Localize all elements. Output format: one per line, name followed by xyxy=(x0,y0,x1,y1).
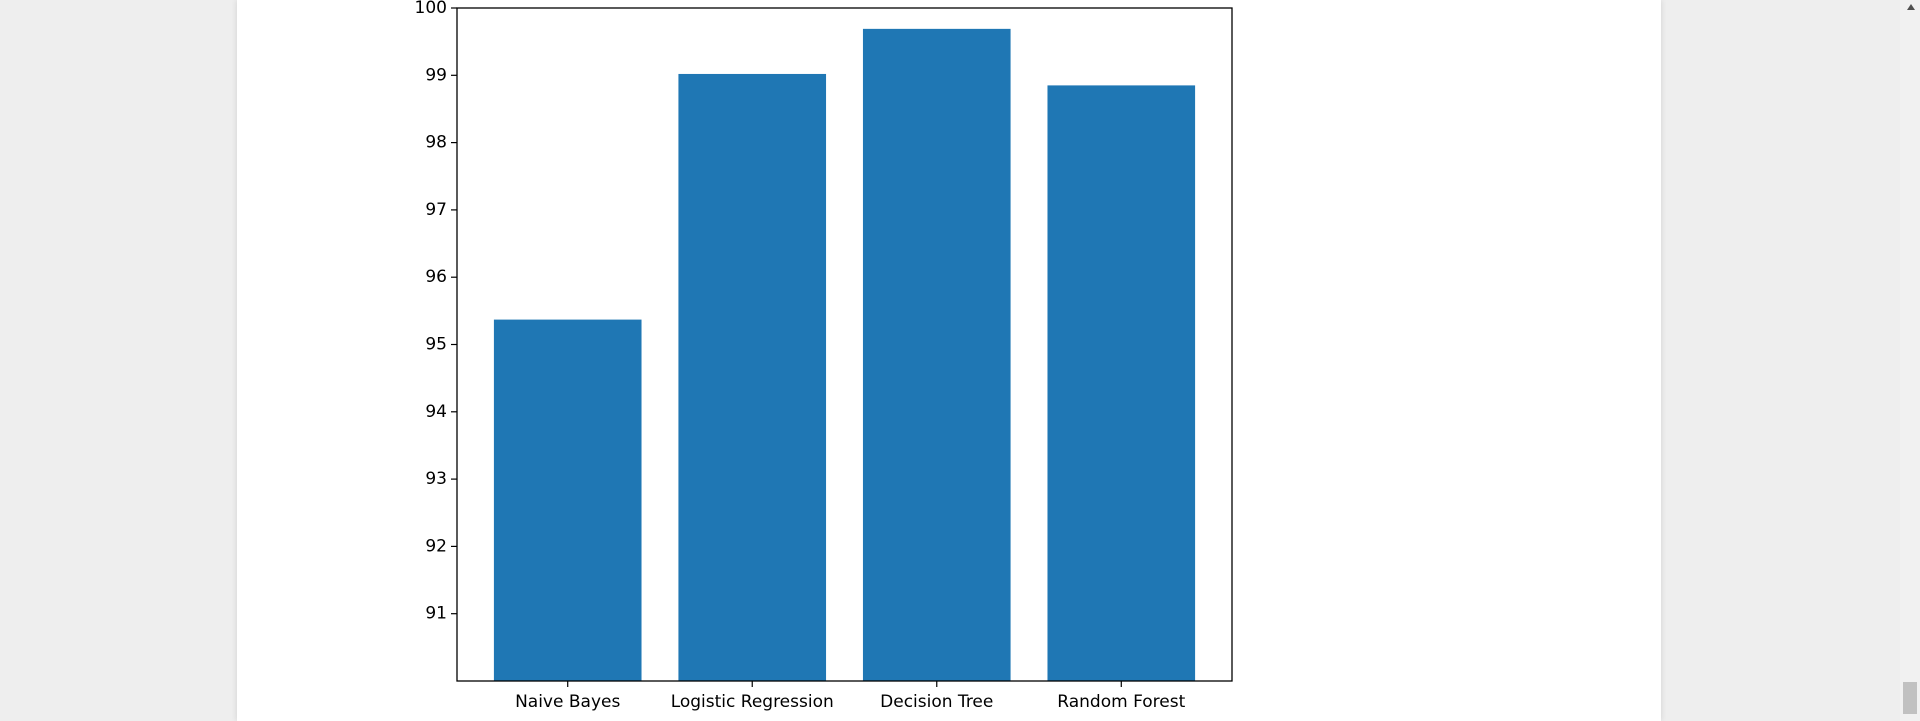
y-tick-label: 91 xyxy=(425,604,447,624)
bar-logistic-regression xyxy=(678,73,827,682)
y-tick-label: 98 xyxy=(425,133,447,153)
x-tick-label: Decision Tree xyxy=(880,692,993,712)
y-tick-label: 96 xyxy=(425,267,447,287)
y-tick-label: 100 xyxy=(415,0,447,18)
y-tick-label: 99 xyxy=(425,65,447,85)
y-tick-label: 92 xyxy=(425,536,447,556)
bars-layer xyxy=(493,28,1196,682)
x-tick-label: Random Forest xyxy=(1057,692,1185,712)
plot-frame xyxy=(456,7,1233,682)
y-tick-label: 94 xyxy=(425,402,447,422)
vertical-scrollbar[interactable] xyxy=(1900,0,1920,721)
scrollbar-thumb[interactable] xyxy=(1903,682,1917,714)
bar-decision-tree xyxy=(862,28,1011,682)
x-tick-label: Logistic Regression xyxy=(671,692,834,712)
x-tick-label: Naive Bayes xyxy=(515,692,620,712)
y-axis: 91 92 93 94 95 96 97 98 99 100 xyxy=(415,0,457,624)
bar-random-forest xyxy=(1047,85,1196,681)
bar-naive-bayes xyxy=(493,319,642,681)
document-page: 91 92 93 94 95 96 97 98 99 100 Naive Bayes Logisti… xyxy=(237,0,1661,721)
y-tick-label: 97 xyxy=(425,200,447,220)
scroll-up-arrow-icon[interactable] xyxy=(1907,4,1915,10)
bar-chart: 91 92 93 94 95 96 97 98 99 100 Naive Bayes Logisti… xyxy=(415,0,1233,712)
y-tick-label: 93 xyxy=(425,469,447,489)
x-axis: Naive Bayes Logistic Regression Decision T… xyxy=(515,681,1186,712)
y-tick-label: 95 xyxy=(425,335,447,355)
